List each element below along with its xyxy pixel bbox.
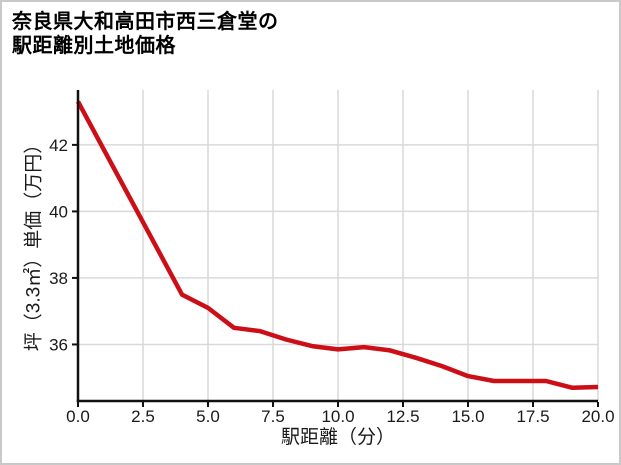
y-tick-label: 42 — [49, 136, 68, 155]
x-tick-label: 20.0 — [581, 407, 614, 426]
x-tick-label: 0.0 — [66, 407, 90, 426]
x-tick-label: 5.0 — [196, 407, 220, 426]
y-axis-label: 坪（3.3㎡）単価（万円） — [23, 134, 45, 352]
x-tick-label: 12.5 — [386, 407, 419, 426]
x-tick-label: 2.5 — [131, 407, 155, 426]
x-tick-label: 7.5 — [261, 407, 285, 426]
y-tick-label: 36 — [49, 335, 68, 354]
y-tick-label: 40 — [49, 202, 68, 221]
chart-title-line-2: 駅距離別土地価格 — [12, 35, 176, 57]
x-tick-label: 17.5 — [516, 407, 549, 426]
x-axis-label: 駅距離（分） — [280, 427, 396, 448]
x-tick-label: 10.0 — [321, 407, 354, 426]
chart-title: 奈良県大和高田市西三倉堂の 駅距離別土地価格 — [12, 10, 279, 58]
y-tick-label: 38 — [49, 269, 68, 288]
x-tick-label: 15.0 — [451, 407, 484, 426]
chart-title-line-1: 奈良県大和高田市西三倉堂の — [12, 11, 279, 33]
price-line — [76, 100, 599, 390]
